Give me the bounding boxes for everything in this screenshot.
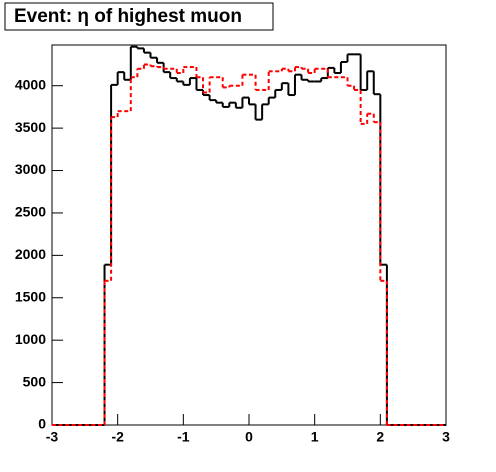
y-tick-label: 3000 bbox=[15, 161, 46, 177]
title-box bbox=[4, 2, 274, 31]
x-tick-label: 2 bbox=[376, 429, 384, 445]
x-tick-label: -3 bbox=[46, 429, 59, 445]
y-tick-label: 1000 bbox=[15, 331, 46, 347]
x-tick-label: 1 bbox=[311, 429, 319, 445]
x-tick-label: 0 bbox=[245, 429, 253, 445]
y-tick-label: 500 bbox=[23, 373, 47, 389]
y-tick-label: 2000 bbox=[15, 246, 46, 262]
x-tick-label: -1 bbox=[177, 429, 190, 445]
x-tick-label: 3 bbox=[442, 429, 450, 445]
x-tick-label: -2 bbox=[111, 429, 124, 445]
y-tick-label: 2500 bbox=[15, 204, 46, 220]
y-tick-label: 0 bbox=[38, 416, 46, 432]
y-tick-label: 4000 bbox=[15, 76, 46, 92]
y-tick-label: 3500 bbox=[15, 119, 46, 135]
y-tick-label: 1500 bbox=[15, 288, 46, 304]
chart-title: Event: η of highest muon bbox=[14, 6, 242, 27]
